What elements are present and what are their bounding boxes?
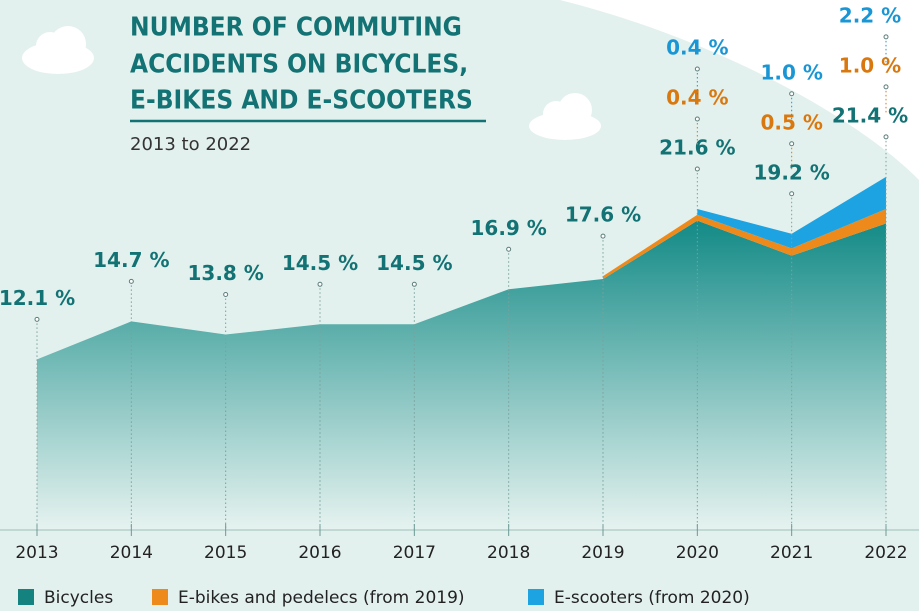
leader-dot: [789, 91, 795, 97]
leader-dot: [128, 278, 134, 284]
leader-dot: [789, 191, 795, 197]
data-label: 14.5 %: [282, 251, 358, 275]
data-label: 1.0 %: [839, 53, 901, 77]
cloud: [22, 26, 94, 74]
legend-swatch: [18, 589, 34, 605]
legend-label: Bicycles: [44, 588, 113, 608]
leader-dot: [411, 281, 417, 287]
x-tick-label: 2021: [770, 543, 813, 563]
leader-dot: [789, 141, 795, 147]
area: [603, 208, 886, 280]
data-label: 14.7 %: [93, 248, 169, 272]
leader-dot: [883, 34, 889, 40]
data-label: 2.2 %: [839, 3, 901, 27]
x-tick-label: 2017: [393, 543, 436, 563]
x-tick-label: 2020: [676, 543, 719, 563]
leader-dot: [506, 246, 512, 252]
data-label: 13.8 %: [187, 261, 263, 285]
x-tick-label: 2016: [298, 543, 341, 563]
data-label: 16.9 %: [470, 216, 546, 240]
legend-swatch: [152, 589, 168, 605]
x-tick-label: 2019: [581, 543, 624, 563]
leader-dot: [317, 281, 323, 287]
leader-dot: [883, 134, 889, 140]
x-tick-label: 2015: [204, 543, 247, 563]
leader-dot: [34, 316, 40, 322]
legend-label: E-bikes and pedelecs (from 2019): [178, 588, 465, 608]
x-tick-label: 2022: [864, 543, 907, 563]
background-curve: [560, 0, 919, 180]
leader-dot: [694, 116, 700, 122]
data-label: 0.4 %: [666, 35, 728, 59]
legend-swatch: [528, 589, 544, 605]
leader-dot: [694, 166, 700, 172]
data-label: 1.0 %: [760, 60, 822, 84]
x-tick-label: 2014: [110, 543, 153, 563]
x-tick-label: 2018: [487, 543, 530, 563]
leader-dot: [223, 292, 229, 298]
data-label: 14.5 %: [376, 251, 452, 275]
area: [37, 220, 886, 530]
data-label: 12.1 %: [0, 286, 75, 310]
subtitle: 2013 to 2022: [130, 134, 251, 155]
legend-label: E-scooters (from 2020): [554, 588, 750, 608]
x-tick-label: 2013: [15, 543, 58, 563]
title-line: NUMBER OF COMMUTING: [130, 13, 462, 43]
data-label: 21.4 %: [832, 103, 908, 127]
leader-dot: [883, 84, 889, 90]
cloud: [529, 93, 601, 140]
title-line: ACCIDENTS ON BICYCLES,: [130, 50, 468, 80]
leader-dot: [694, 66, 700, 72]
title-line: E-BIKES AND E-SCOOTERS: [130, 86, 473, 116]
data-label: 17.6 %: [565, 203, 641, 227]
area: [697, 176, 886, 249]
leader-dot: [600, 233, 606, 239]
